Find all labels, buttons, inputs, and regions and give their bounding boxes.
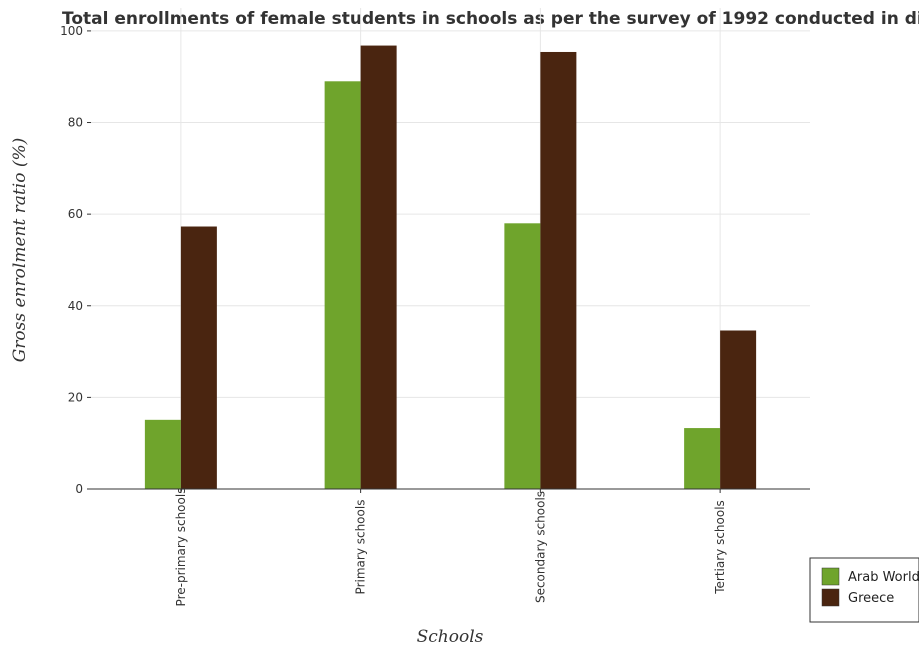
y-tick-label: 40 [68, 299, 83, 313]
y-tick-label: 100 [60, 24, 83, 38]
bar-arab-world [324, 81, 361, 490]
x-axis-title: Schools [417, 627, 484, 647]
legend-swatch [821, 567, 840, 586]
y-tick-label: 60 [68, 207, 83, 221]
x-axis-ticks: Pre-primary schools Primary schools Second… [174, 488, 727, 607]
y-axis-title: Gross enrolment ratio (%) [10, 138, 30, 363]
bar-greece [360, 45, 397, 489]
bar-arab-world [144, 419, 181, 489]
y-tick-label: 0 [75, 482, 83, 496]
bar-greece [540, 51, 577, 489]
chart-title: Total enrollments of female students in … [62, 9, 919, 29]
y-axis-ticks: 0 20 40 60 80 100 [60, 24, 91, 496]
bar-arab-world [684, 428, 721, 489]
legend-label: Greece [848, 591, 894, 606]
legend-label: Arab World [848, 570, 919, 585]
bar-greece [720, 330, 757, 489]
bars [144, 45, 757, 490]
y-tick-label: 80 [68, 116, 83, 130]
legend-swatch [821, 588, 840, 607]
x-tick-label: Secondary schools [533, 491, 547, 603]
x-tick-label: Primary schools [354, 500, 368, 595]
legend: Arab World Greece [809, 557, 919, 623]
x-tick-label: Tertiary schools [713, 500, 727, 595]
bar-greece [180, 226, 217, 490]
x-tick-label: Pre-primary schools [174, 488, 188, 607]
bar-arab-world [504, 223, 541, 490]
y-tick-label: 20 [68, 390, 83, 404]
